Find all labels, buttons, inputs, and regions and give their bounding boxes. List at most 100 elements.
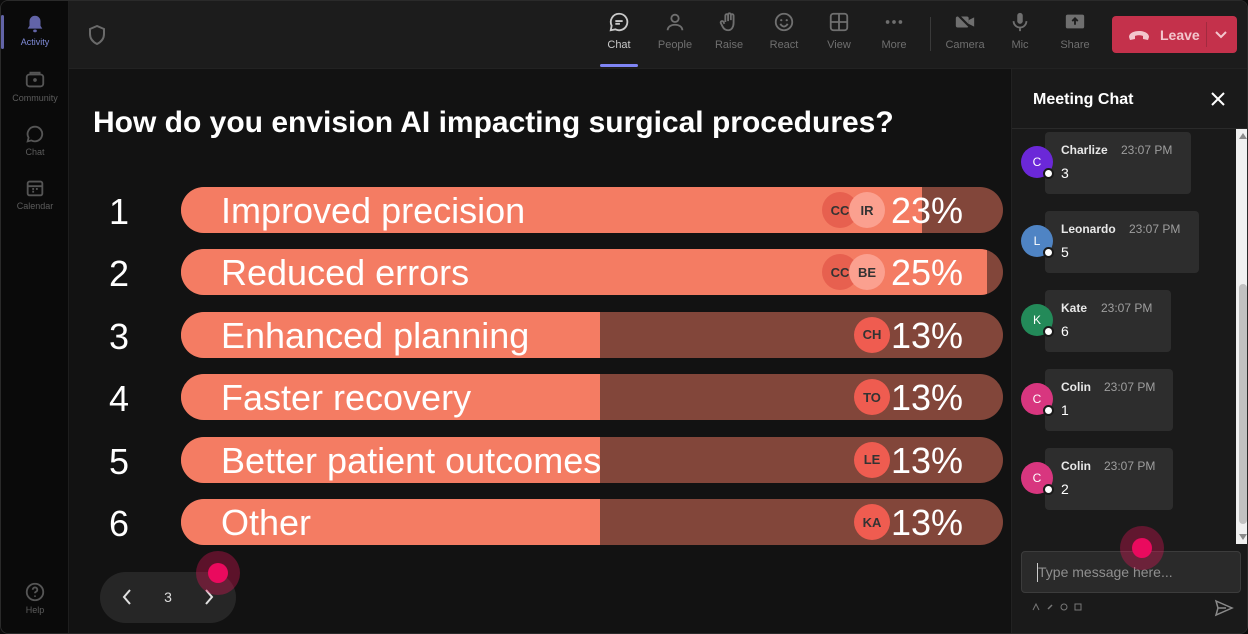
app-rail: Activity Community Chat Calendar Help xyxy=(1,1,69,633)
meeting-toolbar: Chat People Raise React View More Camera xyxy=(69,1,1247,69)
poll-option-row: 3 Enhanced planning 13% CH xyxy=(69,311,1010,360)
message-time: 23:07 PM xyxy=(1104,459,1156,473)
option-number: 4 xyxy=(109,378,130,420)
option-percent: 13% xyxy=(890,439,963,481)
shield-icon[interactable] xyxy=(88,25,106,45)
gif-icon[interactable] xyxy=(1074,603,1082,611)
chat-message-list: Charlize 23:07 PM 3 C Leonardo 23:07 PM 5 L Kate… xyxy=(1012,129,1236,544)
people-button[interactable]: People xyxy=(648,11,702,61)
view-button[interactable]: View xyxy=(812,11,866,61)
attach-icon[interactable] xyxy=(1046,603,1054,611)
message-bubble: Kate 23:07 PM 6 xyxy=(1045,290,1171,352)
compose-toolbar xyxy=(1032,603,1082,611)
mic-button[interactable]: Mic xyxy=(993,11,1047,61)
chat-toggle-button[interactable]: Chat xyxy=(592,11,646,67)
send-icon[interactable] xyxy=(1214,599,1234,617)
rail-item-chat[interactable]: Chat xyxy=(1,115,69,169)
message-text: 3 xyxy=(1061,165,1069,181)
rail-item-label: Community xyxy=(12,93,58,103)
community-icon xyxy=(25,71,45,88)
presence-status-icon xyxy=(1043,484,1054,495)
close-icon[interactable] xyxy=(1210,91,1226,107)
hang-up-icon xyxy=(1129,30,1149,40)
rail-item-calendar[interactable]: Calendar xyxy=(1,169,69,223)
camera-off-icon xyxy=(955,12,975,32)
rail-item-label: Activity xyxy=(20,37,50,47)
option-percent: 25% xyxy=(890,252,963,294)
presence-status-icon xyxy=(1043,326,1054,337)
leave-button[interactable]: Leave xyxy=(1112,16,1237,53)
chat-icon xyxy=(609,12,629,32)
avatar: K xyxy=(1021,304,1054,337)
message-bubble: Leonardo 23:07 PM 5 xyxy=(1045,211,1199,273)
mic-button-label: Mic xyxy=(1011,39,1029,51)
format-icon[interactable] xyxy=(1032,603,1040,611)
chat-scrollbar[interactable] xyxy=(1236,129,1247,544)
more-button[interactable]: More xyxy=(867,11,921,61)
react-button-label: React xyxy=(769,39,799,51)
emoji-icon[interactable] xyxy=(1060,603,1068,611)
camera-button[interactable]: Camera xyxy=(938,11,992,61)
presence-status-icon xyxy=(1043,405,1054,416)
scrollbar-thumb[interactable] xyxy=(1239,284,1247,524)
option-bar-fill xyxy=(181,187,922,233)
poll-option-row: 4 Faster recovery 13% TO xyxy=(69,374,1010,422)
avatar: C xyxy=(1021,146,1054,179)
grid-view-icon xyxy=(829,12,849,32)
option-number: 6 xyxy=(109,503,130,544)
rail-item-activity[interactable]: Activity xyxy=(1,5,69,59)
option-percent: 13% xyxy=(890,502,963,543)
option-bar: Enhanced planning 13% CH xyxy=(181,311,1003,358)
avatar-initial: L xyxy=(1033,234,1041,248)
raise-hand-button[interactable]: Raise xyxy=(702,11,756,61)
chevron-right-icon[interactable] xyxy=(202,586,216,608)
camera-button-label: Camera xyxy=(945,39,985,51)
sender-name: Leonardo xyxy=(1061,222,1116,236)
sender-name: Kate xyxy=(1061,301,1088,315)
option-bar-fill xyxy=(181,311,600,358)
poll-option-row: 5 Better patient outcomes 13% LE xyxy=(69,436,1010,485)
message-time: 23:07 PM xyxy=(1129,222,1181,236)
chat-title: Meeting Chat xyxy=(1033,91,1134,108)
avatar-initial: C xyxy=(1032,155,1042,169)
voter-avatar: TO xyxy=(854,379,890,416)
option-bar-fill xyxy=(181,499,600,545)
message-compose-box[interactable] xyxy=(1021,551,1241,593)
hand-icon xyxy=(719,12,735,32)
avatar: C xyxy=(1021,462,1054,495)
option-number: 5 xyxy=(109,440,130,482)
share-button-label: Share xyxy=(1060,39,1090,51)
chat-message[interactable]: Kate 23:07 PM 6 K xyxy=(1012,287,1236,353)
people-icon xyxy=(666,13,684,31)
react-button[interactable]: React xyxy=(757,11,811,61)
chevron-down-icon[interactable] xyxy=(1212,24,1230,44)
microphone-icon xyxy=(1012,12,1028,32)
message-time: 23:07 PM xyxy=(1101,301,1153,315)
view-button-label: View xyxy=(827,39,851,51)
voter-avatar: IR xyxy=(849,192,885,228)
leave-button-label: Leave xyxy=(1160,26,1200,43)
click-marker xyxy=(1120,526,1164,570)
poll-question: How do you envision AI impacting surgica… xyxy=(93,106,894,139)
message-input[interactable] xyxy=(1022,552,1240,592)
chat-header: Meeting Chat xyxy=(1012,69,1247,129)
share-button[interactable]: Share xyxy=(1048,11,1102,61)
rail-item-label: Chat xyxy=(25,147,45,157)
chevron-left-icon[interactable] xyxy=(120,586,134,608)
rail-item-community[interactable]: Community xyxy=(1,61,69,115)
chat-message[interactable]: Colin 23:07 PM 2 C xyxy=(1012,445,1236,511)
rail-item-help[interactable]: Help xyxy=(1,573,69,627)
chat-message[interactable]: Leonardo 23:07 PM 5 L xyxy=(1012,208,1236,274)
scroll-down-arrow-icon[interactable] xyxy=(1239,534,1247,540)
chat-message[interactable]: Charlize 23:07 PM 3 C xyxy=(1012,129,1236,195)
avatar-initial: C xyxy=(1032,392,1042,406)
option-bar: Improved precision 23% CC IR xyxy=(181,187,1003,233)
poll-option-row: 2 Reduced errors 25% CC BE xyxy=(69,249,1010,297)
chat-message[interactable]: Colin 23:07 PM 1 C xyxy=(1012,366,1236,432)
scroll-up-arrow-icon[interactable] xyxy=(1239,133,1247,139)
avatar: L xyxy=(1021,225,1054,258)
rail-item-label: Help xyxy=(25,605,45,615)
option-label: Better patient outcomes xyxy=(221,439,602,481)
sender-name: Charlize xyxy=(1061,143,1108,157)
